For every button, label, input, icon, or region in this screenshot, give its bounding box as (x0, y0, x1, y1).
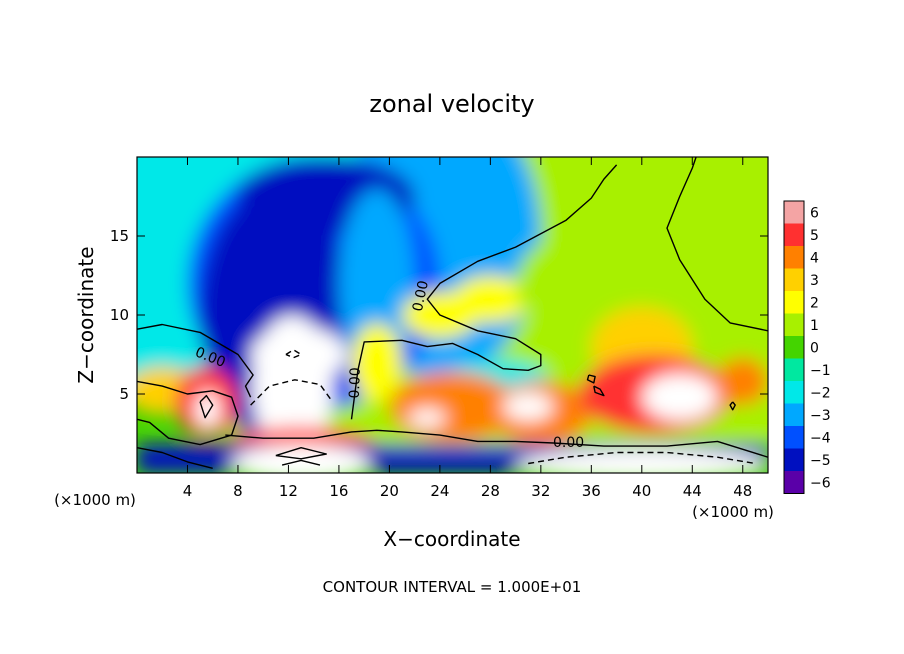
colorbar-label: 2 (810, 295, 819, 311)
x-axis-label: X−coordinate (383, 527, 520, 551)
y-tick-label: 10 (110, 306, 129, 324)
velocity-field (137, 157, 768, 473)
colorbar-swatch (784, 403, 804, 426)
field-region-21 (502, 392, 554, 421)
colorbar-swatch (784, 246, 804, 269)
x-tick-label: 8 (233, 482, 243, 500)
plot-area: 0.000.000.000.00 (137, 157, 768, 473)
field-region-19 (408, 408, 447, 428)
field-region-30 (515, 449, 768, 473)
contour-line-8 (199, 394, 214, 419)
colorbar-label: 4 (810, 250, 819, 266)
x-tick-label: 44 (683, 482, 702, 500)
x-tick-label: 12 (279, 482, 298, 500)
field-region-29 (231, 444, 371, 473)
contour-line-14 (528, 451, 756, 465)
colorbar-swatch (784, 426, 804, 449)
field-region-23 (641, 373, 718, 421)
contour-line-2 (350, 164, 618, 420)
x-unit-left: (×1000 m) (54, 491, 136, 509)
contour-label-1: 0.00 (347, 367, 364, 399)
contour-line-1 (137, 380, 239, 446)
colorbar-swatch (784, 291, 804, 314)
colorbar-label: 3 (810, 273, 819, 289)
contour-label-3: 0.00 (553, 435, 584, 451)
colorbar-label: −6 (810, 475, 831, 491)
x-tick-label: 36 (582, 482, 601, 500)
field-region-8 (338, 188, 415, 379)
x-tick-label: 48 (733, 482, 752, 500)
colorbar-label: −1 (810, 363, 831, 379)
contour-line-12 (250, 379, 334, 406)
contour-lines (137, 157, 768, 469)
contour-interval-note: CONTOUR INTERVAL = 1.000E+01 (323, 578, 582, 596)
x-tick-label: 24 (430, 482, 449, 500)
contour-line-7 (281, 459, 321, 466)
field-region-26 (250, 326, 347, 383)
x-tick-label: 20 (380, 482, 399, 500)
colorbar-swatch (784, 201, 804, 224)
colorbar-label: 5 (810, 228, 819, 244)
contour-line-0 (137, 323, 254, 398)
x-tick-label: 28 (481, 482, 500, 500)
colorbar-label: 0 (810, 340, 819, 356)
colorbar-label: −4 (810, 430, 831, 446)
field-region-11 (452, 275, 529, 323)
colorbar-swatch (784, 358, 804, 381)
y-tick-label: 15 (110, 227, 129, 245)
colorbar-label: 6 (810, 205, 819, 221)
colorbar-swatch (784, 268, 804, 291)
chart-title: zonal velocity (369, 90, 534, 118)
colorbar-swatch (784, 336, 804, 359)
y-tick-label: 5 (119, 385, 129, 403)
colorbar-swatch (784, 448, 804, 471)
x-unit-right: (×1000 m) (692, 503, 774, 521)
colorbar-label: −5 (810, 453, 831, 469)
y-axis-label: Z−coordinate (74, 246, 98, 383)
x-tick-label: 40 (632, 482, 651, 500)
colorbar-frame (783, 200, 805, 494)
contour-line-11 (729, 401, 736, 411)
colorbar-label: −3 (810, 408, 831, 424)
colorbar-swatch (784, 313, 804, 336)
colorbar-swatch (784, 471, 804, 494)
contour-line-3 (666, 157, 768, 332)
contour-line-9 (593, 385, 605, 397)
contour-label-2: 0.00 (410, 279, 432, 313)
x-tick-label: 4 (183, 482, 193, 500)
contour-line-4 (225, 429, 768, 458)
colorbar: 6 5 4 3 2 1 0 −1 −2 −3 −4 −5 −6 (783, 200, 831, 494)
colorbar-swatch (784, 381, 804, 404)
x-tick-label: 32 (531, 482, 550, 500)
x-tick-label: 16 (329, 482, 348, 500)
field-region-7 (244, 243, 320, 339)
field-region-24 (717, 357, 768, 406)
contour-line-5 (137, 447, 213, 469)
contour-labels: 0.000.000.000.00 (193, 279, 584, 451)
x-axis-ticks: 4 8 12 16 20 24 28 32 36 40 44 48 (183, 157, 752, 500)
colorbar-swatch (784, 223, 804, 246)
colorbar-label: 1 (810, 318, 819, 334)
colorbar-label: −2 (810, 385, 831, 401)
contour-line-6 (275, 447, 327, 460)
contour-line-13 (285, 349, 302, 359)
y-axis-ticks: 5 10 15 (110, 227, 768, 403)
contour-line-10 (586, 374, 596, 384)
